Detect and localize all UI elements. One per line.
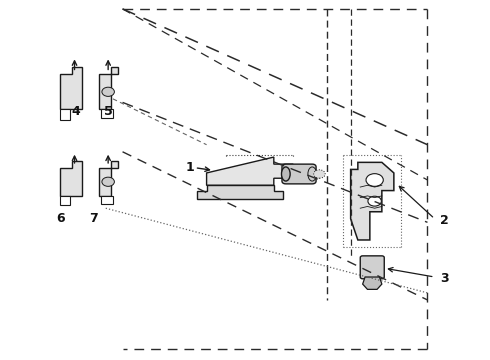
Polygon shape <box>101 196 113 204</box>
Polygon shape <box>98 161 118 196</box>
Text: 2: 2 <box>440 214 449 227</box>
Polygon shape <box>101 109 113 118</box>
Circle shape <box>102 87 114 96</box>
Polygon shape <box>60 109 70 120</box>
Text: 4: 4 <box>72 105 80 118</box>
Text: 3: 3 <box>440 272 449 285</box>
Polygon shape <box>98 67 118 109</box>
Polygon shape <box>197 185 283 199</box>
Polygon shape <box>351 162 394 240</box>
Polygon shape <box>207 157 293 185</box>
Polygon shape <box>363 277 382 289</box>
Circle shape <box>366 174 383 186</box>
Ellipse shape <box>281 167 290 181</box>
Polygon shape <box>60 161 82 196</box>
Polygon shape <box>60 196 70 205</box>
FancyBboxPatch shape <box>282 164 316 184</box>
Circle shape <box>102 177 114 186</box>
Text: 5: 5 <box>104 105 113 118</box>
FancyBboxPatch shape <box>360 256 384 279</box>
Circle shape <box>314 170 325 178</box>
Circle shape <box>368 196 381 206</box>
Text: 7: 7 <box>89 212 98 225</box>
Text: 6: 6 <box>56 212 65 225</box>
Text: 1: 1 <box>185 161 194 174</box>
Polygon shape <box>60 67 82 109</box>
